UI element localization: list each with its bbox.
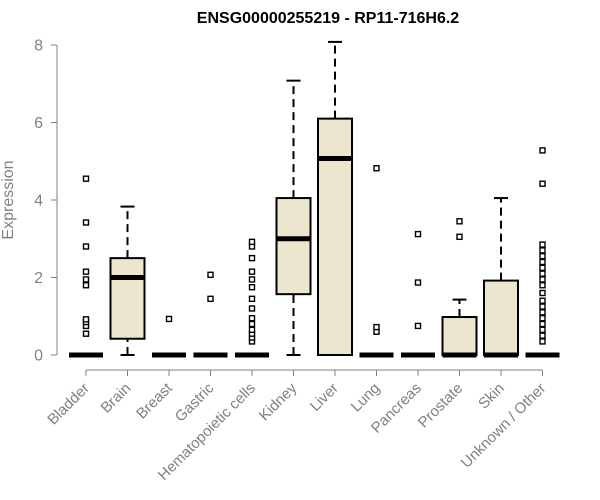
outlier-8-2 bbox=[414, 230, 422, 238]
box-0 bbox=[69, 175, 103, 358]
outlier-2-0 bbox=[165, 315, 173, 323]
box-4 bbox=[235, 238, 269, 358]
outlier-0-5 bbox=[82, 276, 90, 283]
chart-title: ENSG00000255219 - RP11-716H6.2 bbox=[197, 10, 460, 27]
outlier-4-5 bbox=[248, 314, 256, 322]
outlier-11-8 bbox=[539, 289, 546, 297]
outlier-8-0 bbox=[414, 322, 422, 330]
boxes bbox=[69, 40, 560, 358]
outlier-4-11 bbox=[248, 254, 256, 262]
outlier-11-4 bbox=[539, 314, 546, 322]
box-3 bbox=[193, 271, 228, 358]
outlier-4-6 bbox=[248, 305, 256, 312]
outlier-7-1 bbox=[373, 323, 380, 331]
y-axis: 0 2 4 6 8 bbox=[34, 38, 58, 365]
outlier-4-4 bbox=[248, 320, 256, 328]
outlier-11-3 bbox=[539, 320, 546, 328]
outlier-11-16 bbox=[539, 241, 546, 248]
outlier-8-1 bbox=[414, 279, 422, 286]
x-tick-label-2: Breast bbox=[133, 379, 176, 422]
outlier-11-2 bbox=[539, 326, 546, 334]
outlier-7-2 bbox=[373, 165, 380, 172]
x-tick-label-5: Kidney bbox=[256, 379, 301, 424]
box-body-9 bbox=[441, 316, 478, 356]
outlier-4-7 bbox=[248, 295, 256, 303]
outlier-11-15 bbox=[539, 247, 546, 254]
box-2 bbox=[152, 315, 186, 358]
outlier-11-12 bbox=[539, 264, 546, 272]
outlier-0-9 bbox=[82, 175, 90, 182]
y-tick-label-2: 2 bbox=[34, 270, 43, 287]
outlier-11-13 bbox=[539, 258, 546, 266]
outlier-0-6 bbox=[82, 268, 90, 275]
outlier-0-3 bbox=[82, 316, 90, 323]
box-body-10 bbox=[483, 279, 519, 357]
outlier-4-8 bbox=[248, 283, 256, 291]
outlier-11-0 bbox=[539, 338, 546, 345]
box-body-5 bbox=[275, 197, 312, 296]
box-8 bbox=[401, 230, 435, 358]
x-tick-label-9: Prostate bbox=[415, 380, 467, 432]
x-tick-label-1: Brain bbox=[98, 380, 135, 417]
outlier-11-17 bbox=[539, 180, 546, 187]
box-6 bbox=[317, 40, 353, 356]
y-axis-label: Expression bbox=[0, 160, 17, 239]
outlier-4-13 bbox=[248, 238, 256, 246]
box-1 bbox=[109, 205, 146, 356]
box-10 bbox=[483, 197, 519, 358]
outlier-0-7 bbox=[82, 243, 90, 250]
x-tick-label-6: Liver bbox=[307, 380, 342, 415]
outlier-11-1 bbox=[539, 332, 546, 339]
outlier-3-1 bbox=[207, 271, 214, 278]
y-tick-label-6: 6 bbox=[34, 115, 43, 132]
y-tick-label-0: 0 bbox=[34, 348, 43, 365]
outlier-0-0 bbox=[82, 330, 90, 337]
x-tick-label-10: Skin bbox=[475, 380, 508, 413]
x-tick-label-7: Lung bbox=[348, 380, 384, 416]
outlier-0-8 bbox=[82, 219, 90, 226]
box-body-1 bbox=[109, 257, 146, 340]
y-tick-label-8: 8 bbox=[34, 38, 43, 55]
outlier-11-18 bbox=[539, 147, 546, 154]
box-5 bbox=[275, 79, 312, 356]
outlier-4-9 bbox=[248, 276, 256, 283]
outlier-11-14 bbox=[539, 252, 546, 260]
outlier-11-9 bbox=[539, 282, 546, 289]
box-9 bbox=[441, 218, 478, 358]
outlier-11-7 bbox=[539, 297, 546, 304]
box-7 bbox=[359, 165, 394, 358]
y-tick-label-4: 4 bbox=[34, 193, 43, 210]
outlier-11-5 bbox=[539, 309, 546, 316]
box-11 bbox=[525, 147, 560, 358]
outlier-11-10 bbox=[539, 276, 546, 283]
outlier-3-0 bbox=[207, 295, 214, 303]
outlier-9-1 bbox=[456, 218, 463, 225]
box-body-6 bbox=[317, 117, 353, 356]
outlier-11-11 bbox=[539, 270, 546, 277]
outlier-11-6 bbox=[539, 303, 546, 310]
outlier-9-0 bbox=[456, 233, 463, 241]
outlier-0-4 bbox=[82, 282, 90, 289]
x-tick-label-0: Bladder bbox=[44, 380, 93, 429]
outlier-4-3 bbox=[248, 326, 256, 334]
outlier-4-10 bbox=[248, 268, 256, 275]
